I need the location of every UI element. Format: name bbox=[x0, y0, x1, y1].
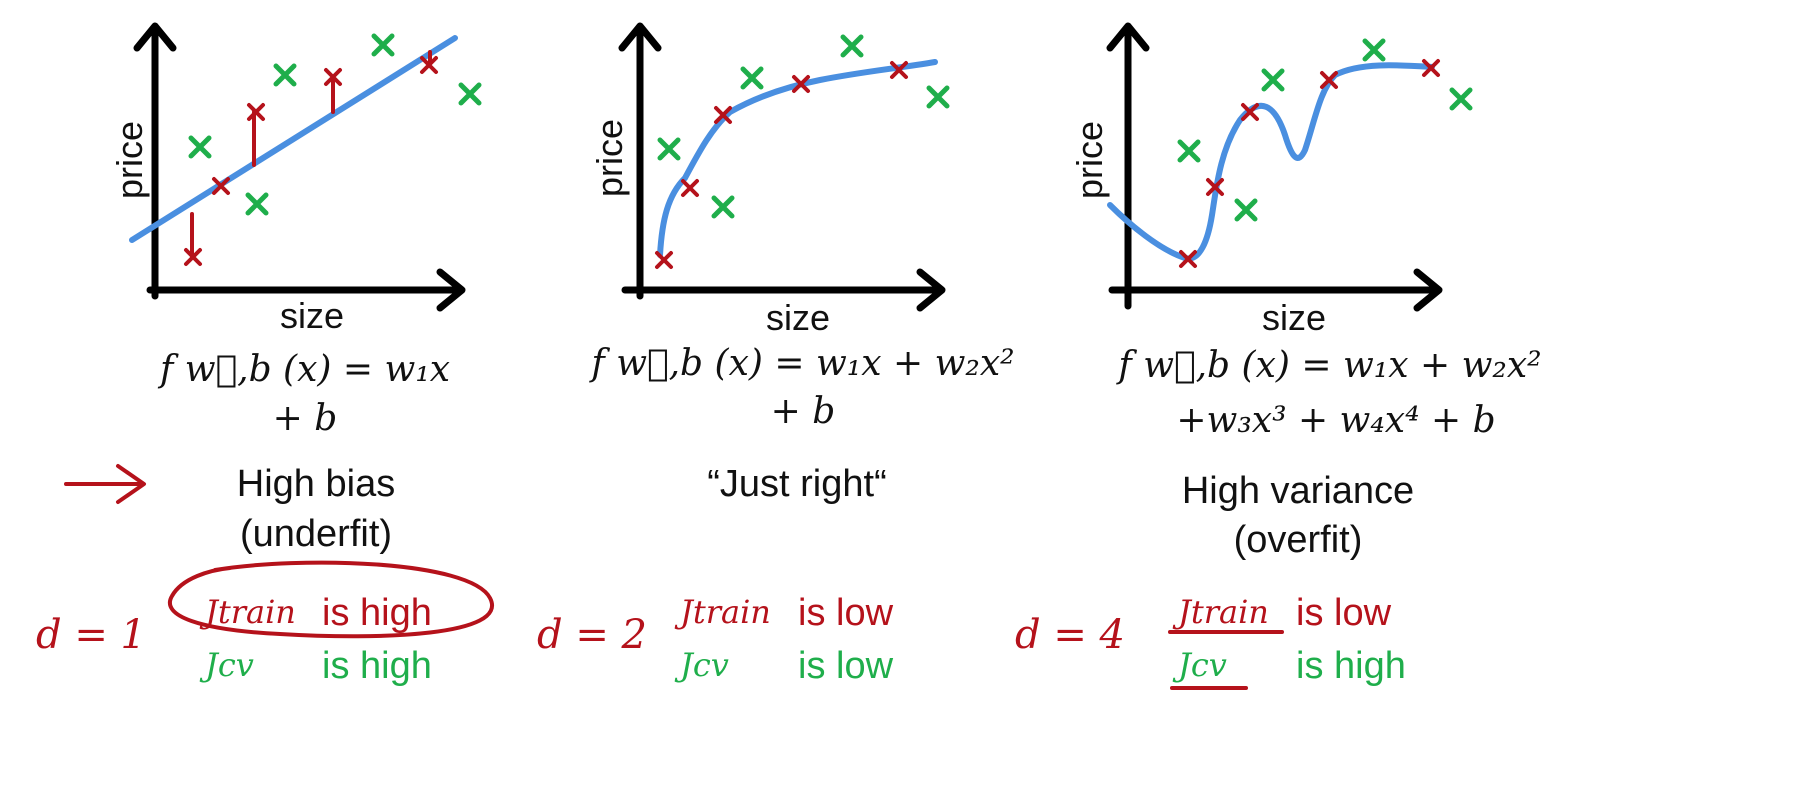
fit-label-line-1: High variance bbox=[1182, 470, 1414, 512]
linear-fit-line bbox=[129, 35, 458, 243]
train-point bbox=[324, 68, 342, 86]
y-axis-label: price bbox=[1069, 121, 1110, 199]
train-point bbox=[1206, 178, 1224, 196]
cv-point bbox=[1362, 38, 1386, 62]
jcv-label: Jcv bbox=[199, 646, 254, 684]
panel-just-right: price size f w⃗,b (x) = w₁x + w₂x² + b “… bbox=[537, 22, 1015, 687]
formula-line-1: f w⃗,b (x) = w₁x bbox=[157, 349, 450, 390]
train-point bbox=[247, 103, 265, 121]
fit-label-line-1: “Just right“ bbox=[707, 463, 886, 505]
jcv-status: is high bbox=[1296, 645, 1406, 687]
jtrain-label: Jtrain bbox=[1172, 593, 1269, 631]
cv-point bbox=[711, 195, 735, 219]
cv-points bbox=[188, 33, 482, 216]
degree-label: d = 1 bbox=[36, 612, 146, 658]
formula-line-1: f w⃗,b (x) = w₁x + w₂x² bbox=[588, 343, 1014, 384]
cv-points bbox=[657, 34, 950, 219]
pointer-arrow-icon bbox=[64, 464, 146, 504]
cv-point bbox=[245, 192, 269, 216]
cv-point bbox=[657, 137, 681, 161]
axes-panel-3 bbox=[1106, 22, 1443, 312]
cv-point bbox=[1449, 87, 1473, 111]
degree-label: d = 4 bbox=[1015, 612, 1125, 658]
train-point bbox=[420, 56, 438, 74]
cv-point bbox=[458, 82, 482, 106]
formula-line-2: +w₃x³ + w₄x⁴ + b bbox=[1176, 400, 1495, 441]
jcv-label: Jcv bbox=[1172, 646, 1227, 684]
panel-high-bias: price size f w⃗,b (x) = w₁x + b bbox=[36, 22, 494, 687]
highlight-ellipse bbox=[168, 560, 494, 639]
quadratic-fit-curve bbox=[657, 59, 938, 258]
cv-point bbox=[840, 34, 864, 58]
error-bars bbox=[190, 50, 432, 259]
quartic-fit-curve bbox=[1107, 62, 1435, 262]
train-point bbox=[655, 251, 673, 269]
fit-label-line-2: (underfit) bbox=[240, 513, 392, 555]
jcv-status: is high bbox=[322, 645, 432, 687]
cv-point bbox=[1234, 198, 1258, 222]
jcv-status: is low bbox=[798, 645, 894, 687]
formula-line-2: + b bbox=[771, 391, 836, 432]
formula-line-1: f w⃗,b (x) = w₁x + w₂x² bbox=[1115, 345, 1541, 386]
x-axis-label: size bbox=[766, 297, 830, 338]
jtrain-label: Jtrain bbox=[199, 593, 296, 631]
axes-panel-2 bbox=[618, 22, 946, 312]
fit-label-line-2: (overfit) bbox=[1234, 519, 1363, 561]
train-point bbox=[714, 106, 732, 124]
y-axis-label: price bbox=[109, 121, 150, 199]
cv-point bbox=[371, 33, 395, 57]
train-points bbox=[655, 61, 908, 269]
train-point bbox=[184, 248, 202, 266]
y-axis-label: price bbox=[589, 119, 630, 197]
cv-points bbox=[1177, 38, 1473, 222]
cv-point bbox=[273, 63, 297, 87]
train-point bbox=[1179, 250, 1197, 268]
jtrain-status: is high bbox=[322, 592, 432, 634]
x-axis-label: size bbox=[1262, 297, 1326, 338]
train-point bbox=[890, 61, 908, 79]
panel-high-variance: price size f w⃗,b (x) = w₁x + w₂x² +w₃x³… bbox=[1015, 22, 1542, 690]
train-point bbox=[212, 177, 230, 195]
train-point bbox=[681, 179, 699, 197]
train-point bbox=[1320, 71, 1338, 89]
cv-point bbox=[740, 66, 764, 90]
x-axis-label: size bbox=[280, 295, 344, 336]
cv-point bbox=[188, 135, 212, 159]
axes-panel-1 bbox=[133, 22, 466, 312]
train-point bbox=[1422, 59, 1440, 77]
train-point bbox=[792, 75, 810, 93]
jcv-label: Jcv bbox=[674, 646, 729, 684]
formula-line-2: + b bbox=[273, 398, 338, 439]
fit-label-line-1: High bias bbox=[237, 463, 395, 505]
degree-label: d = 2 bbox=[537, 612, 647, 658]
jtrain-label: Jtrain bbox=[674, 593, 771, 631]
cv-point bbox=[1177, 139, 1201, 163]
jtrain-status: is low bbox=[798, 592, 894, 634]
jtrain-status: is low bbox=[1296, 592, 1392, 634]
train-points bbox=[184, 56, 438, 266]
underline-marks bbox=[1168, 630, 1284, 690]
train-points bbox=[1179, 59, 1440, 268]
train-point bbox=[1241, 103, 1259, 121]
cv-point bbox=[926, 85, 950, 109]
cv-point bbox=[1261, 68, 1285, 92]
